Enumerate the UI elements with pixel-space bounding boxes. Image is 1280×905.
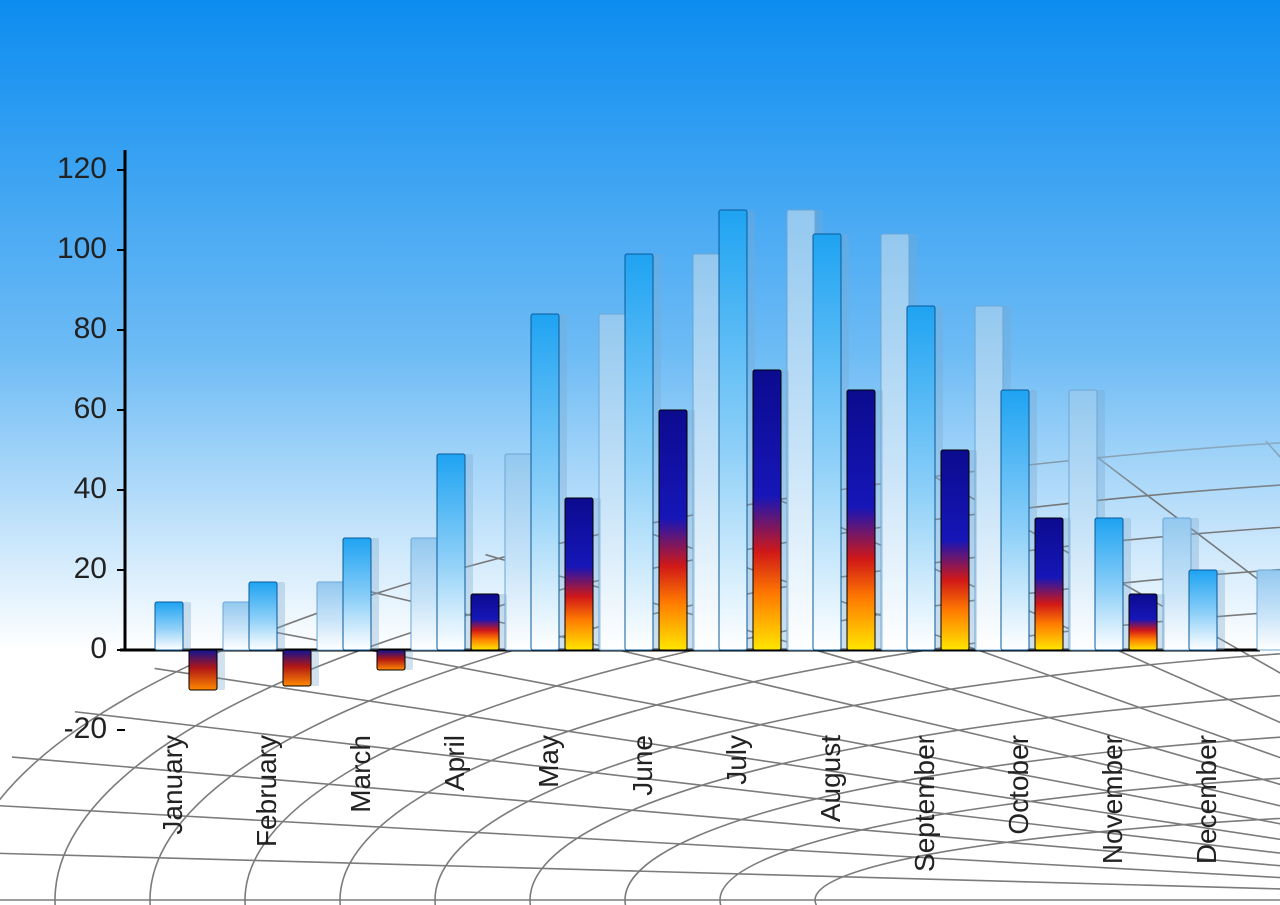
bar-series3 <box>1163 518 1191 650</box>
bar-series1 <box>719 210 747 650</box>
bar-series2 <box>847 390 875 650</box>
ytick-label: 40 <box>74 472 107 505</box>
xtick-label: May <box>533 735 564 788</box>
bar-series1 <box>531 314 559 650</box>
bar-series2 <box>283 650 311 686</box>
bar-series1 <box>343 538 371 650</box>
xtick-label: October <box>1003 735 1034 835</box>
xtick-label: July <box>721 735 752 785</box>
bar-series1 <box>907 306 935 650</box>
bar-series3 <box>787 210 815 650</box>
bar-series3 <box>505 454 533 650</box>
xtick-label: December <box>1191 735 1222 864</box>
xtick-label: September <box>909 735 940 872</box>
ytick-label: 60 <box>74 392 107 425</box>
bar-series1 <box>1189 570 1217 650</box>
bar-series2 <box>377 650 405 670</box>
bar-series1 <box>437 454 465 650</box>
bar-series1 <box>1095 518 1123 650</box>
ytick-label: 100 <box>57 232 107 265</box>
bar-series2 <box>1129 594 1157 650</box>
bar-series1 <box>249 582 277 650</box>
bar-series2 <box>659 410 687 650</box>
bar-series1 <box>813 234 841 650</box>
bar-series2 <box>1035 518 1063 650</box>
bar-series3 <box>223 602 251 650</box>
xtick-label: March <box>345 735 376 813</box>
xtick-label: April <box>439 735 470 791</box>
ytick-label: 0 <box>90 632 107 665</box>
xtick-label: June <box>627 735 658 796</box>
bar-series3 <box>1069 390 1097 650</box>
ytick-label: -20 <box>64 712 107 745</box>
bar-series2 <box>189 650 217 690</box>
bar-series3 <box>411 538 439 650</box>
xtick-label: January <box>157 735 188 835</box>
bar-series3 <box>975 306 1003 650</box>
bar-series3 <box>881 234 909 650</box>
bar-series3 <box>599 314 627 650</box>
bar-series3 <box>317 582 345 650</box>
bar-series3 <box>693 254 721 650</box>
bar-series1 <box>155 602 183 650</box>
xtick-label: August <box>815 735 846 822</box>
bar-series1 <box>625 254 653 650</box>
bar-series3 <box>1257 570 1280 650</box>
bar-series2 <box>471 594 499 650</box>
xtick-label: February <box>251 735 282 847</box>
xtick-label: November <box>1097 735 1128 864</box>
chart-container: -20 0 20 40 60 80 100 120 January February March Ap… <box>0 0 1280 905</box>
bar-series2 <box>753 370 781 650</box>
ytick-label: 120 <box>57 152 107 185</box>
ytick-label: 20 <box>74 552 107 585</box>
ytick-label: 80 <box>74 312 107 345</box>
bar-series2 <box>941 450 969 650</box>
bar-series1 <box>1001 390 1029 650</box>
bar-series2 <box>565 498 593 650</box>
